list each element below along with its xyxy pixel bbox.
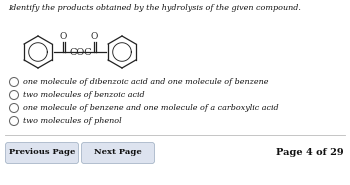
FancyBboxPatch shape — [6, 142, 78, 164]
Text: Previous Page: Previous Page — [9, 149, 75, 157]
Text: two molecules of benzoic acid: two molecules of benzoic acid — [23, 91, 145, 99]
Text: two molecules of phenol: two molecules of phenol — [23, 117, 122, 125]
Text: Identify the products obtained by the hydrolysis of the given compound.: Identify the products obtained by the hy… — [8, 4, 301, 12]
Text: Next Page: Next Page — [94, 149, 142, 157]
FancyBboxPatch shape — [82, 142, 154, 164]
Text: one molecule of benzene and one molecule of a carboxylic acid: one molecule of benzene and one molecule… — [23, 104, 279, 112]
Text: O: O — [90, 32, 98, 41]
Text: one molecule of dibenzoic acid and one molecule of benzene: one molecule of dibenzoic acid and one m… — [23, 78, 268, 86]
Text: Page 4 of 29: Page 4 of 29 — [276, 148, 344, 157]
Text: COC: COC — [69, 48, 92, 57]
Text: O: O — [59, 32, 67, 41]
